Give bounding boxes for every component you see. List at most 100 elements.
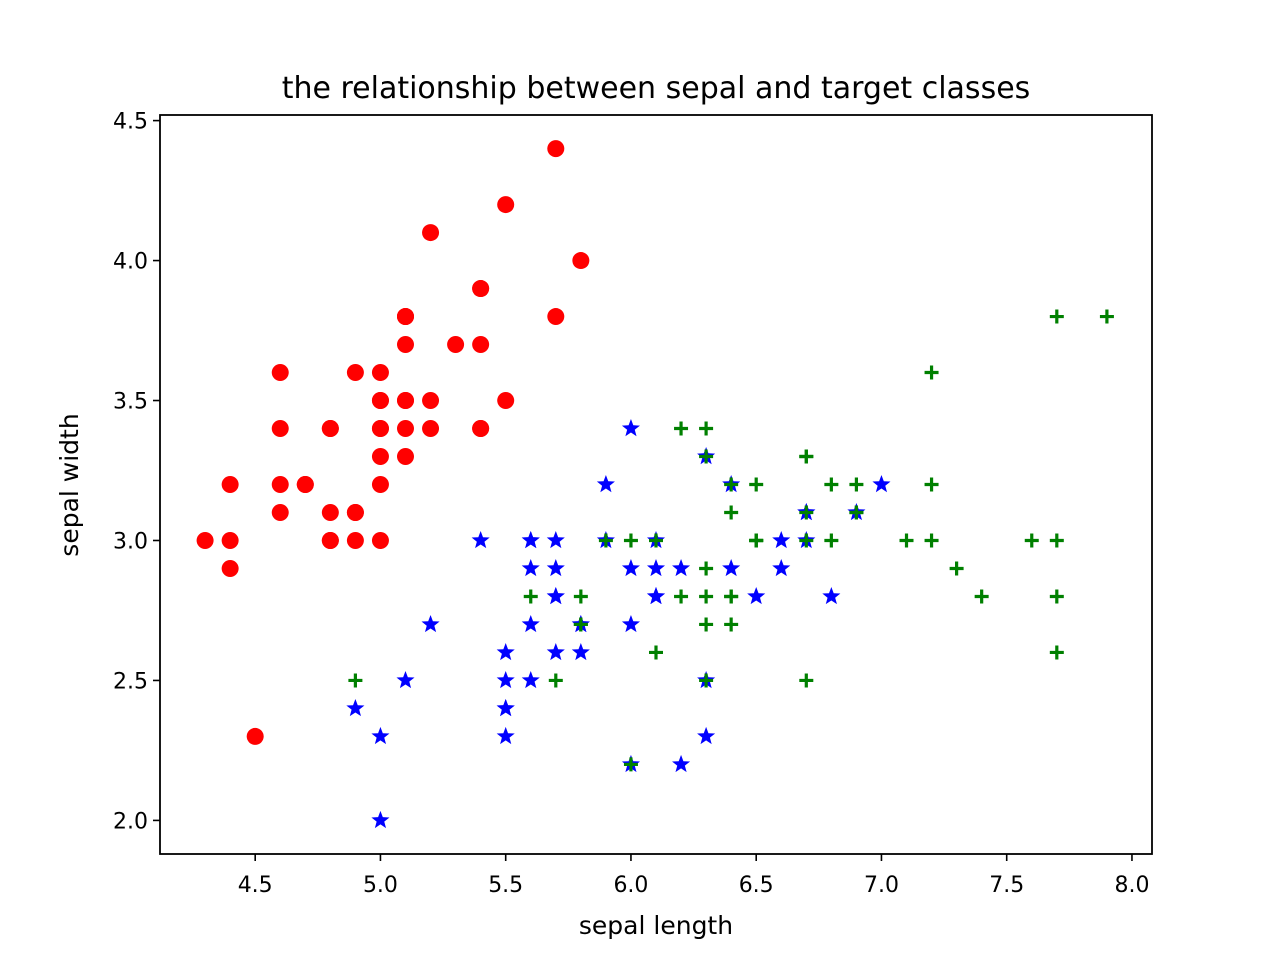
data-point-star (496, 642, 515, 661)
plot-frame (159, 114, 1153, 855)
data-point-star (471, 530, 490, 549)
data-point-plus (824, 533, 839, 548)
data-point-circle (271, 420, 289, 438)
data-point-plus (699, 561, 714, 576)
data-point-circle (396, 308, 414, 326)
y-tick-label: 3.0 (113, 529, 148, 554)
data-point-plus (348, 673, 363, 688)
data-point-circle (497, 196, 515, 214)
data-point-star (621, 419, 640, 437)
data-point-plus (749, 477, 764, 492)
data-point-star (496, 670, 515, 689)
data-point-star (521, 614, 540, 633)
data-point-circle (321, 420, 339, 438)
data-point-star (621, 558, 640, 577)
data-point-circle (371, 476, 389, 493)
data-point-circle (221, 476, 239, 493)
x-tick-label: 8.0 (1114, 873, 1149, 898)
data-point-star (421, 614, 440, 633)
data-point-star (521, 670, 540, 689)
data-point-circle (371, 364, 389, 382)
data-point-star (772, 558, 791, 577)
data-point-plus (699, 421, 714, 436)
x-tick-label: 6.5 (739, 873, 774, 898)
data-point-circle (396, 392, 414, 410)
x-tick-label: 6.0 (613, 873, 648, 898)
data-point-star (621, 614, 640, 633)
data-point-circle (472, 280, 490, 298)
data-point-circle (271, 503, 289, 521)
data-point-plus (749, 533, 764, 548)
data-point-circle (547, 140, 565, 158)
data-point-star (546, 558, 565, 577)
data-point-plus (724, 477, 739, 492)
data-point-plus (799, 533, 814, 548)
data-point-plus (674, 421, 689, 436)
y-tick-label: 4.5 (113, 110, 148, 135)
data-point-circle (346, 503, 364, 521)
data-point-plus (924, 477, 939, 492)
data-point-circle (371, 392, 389, 410)
data-point-star (697, 726, 716, 745)
data-point-plus (974, 589, 989, 604)
y-tick-label: 4.0 (113, 250, 148, 275)
data-point-circle (396, 420, 414, 438)
plot-marks (196, 140, 1114, 829)
data-point-plus (623, 533, 638, 548)
data-point-circle (371, 531, 389, 549)
data-point-star (722, 558, 741, 577)
data-point-circle (346, 364, 364, 382)
data-point-plus (724, 505, 739, 520)
data-point-plus (699, 673, 714, 688)
data-point-star (672, 558, 691, 577)
data-point-plus (699, 589, 714, 604)
data-point-circle (497, 392, 515, 410)
data-point-plus (523, 589, 538, 604)
data-point-plus (649, 533, 663, 548)
data-point-plus (724, 589, 739, 604)
data-point-star (546, 530, 565, 549)
data-point-star (546, 642, 565, 661)
data-point-circle (472, 336, 490, 354)
x-axis: 4.5 5.0 5.5 6.0 6.5 7.0 7.5 8.0 (238, 854, 1149, 898)
data-point-star (571, 642, 590, 661)
data-point-plus (548, 673, 563, 688)
data-point-star (872, 475, 891, 493)
data-point-circle (547, 308, 565, 326)
x-tick-label: 7.5 (989, 873, 1024, 898)
data-point-plus (1049, 533, 1064, 548)
data-point-plus (899, 533, 914, 548)
data-point-plus (924, 533, 939, 548)
data-point-circle (422, 392, 440, 410)
data-point-plus (674, 589, 689, 604)
chart-title: the relationship between sepal and targe… (282, 71, 1031, 106)
data-point-star (346, 698, 365, 717)
data-point-star (772, 530, 791, 549)
data-point-circle (271, 364, 289, 382)
data-point-circle (371, 448, 389, 466)
x-tick-label: 4.5 (238, 873, 273, 898)
data-point-circle (447, 336, 465, 354)
data-point-star (546, 586, 565, 605)
data-point-circle (221, 559, 239, 577)
y-tick-label: 3.5 (113, 390, 148, 415)
data-point-circle (296, 476, 314, 493)
data-point-circle (346, 531, 364, 549)
data-point-circle (321, 503, 339, 521)
data-point-plus (849, 477, 864, 492)
data-point-circle (422, 420, 440, 438)
y-tick-label: 2.0 (113, 809, 148, 834)
y-axis: 2.0 2.5 3.0 3.5 4.0 4.5 (113, 110, 160, 834)
data-point-plus (799, 449, 814, 464)
data-point-star (521, 530, 540, 549)
data-point-circle (396, 336, 414, 354)
data-point-star (646, 586, 666, 605)
data-point-plus (799, 505, 814, 520)
data-point-star (596, 475, 615, 493)
data-point-plus (1049, 589, 1064, 604)
y-tick-label: 2.5 (113, 669, 148, 694)
data-point-plus (699, 449, 714, 464)
data-point-plus (573, 617, 588, 632)
data-point-star (396, 670, 415, 689)
data-point-circle (422, 224, 440, 242)
